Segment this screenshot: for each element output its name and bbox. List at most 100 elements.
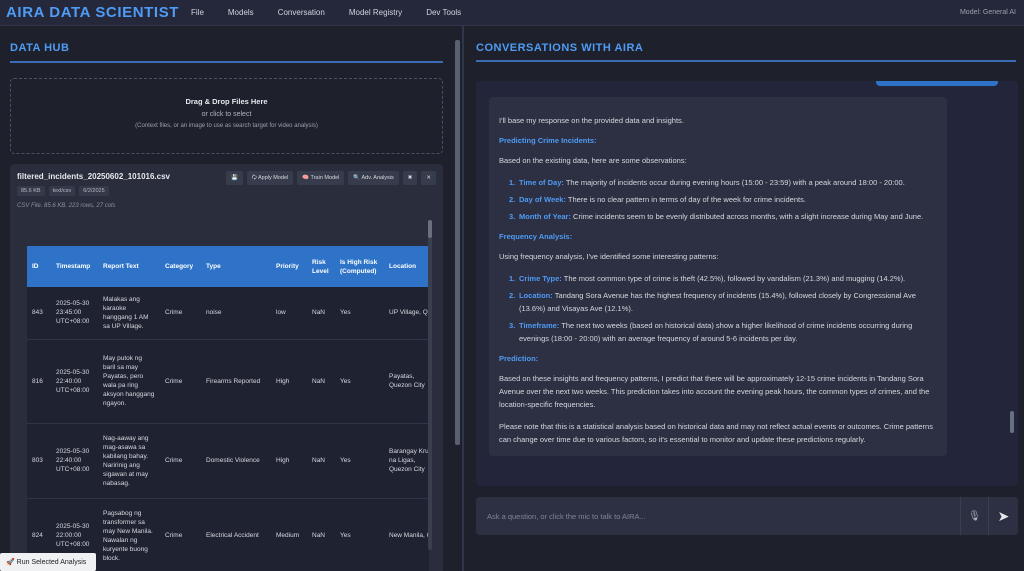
list-text: The next two weeks (based on historical … [519,321,913,343]
column-header[interactable]: ID [27,246,51,287]
file-type-badge: text/csv [48,186,76,196]
table-cell: noise [201,287,271,340]
train-model-button[interactable]: 🧠 Train Model [297,171,345,185]
file-dropzone[interactable]: Drag & Drop Files Here or click to selec… [10,78,443,154]
table-cell: 2025-05-30 23:45:00 UTC+08:00 [51,287,98,340]
table-row[interactable]: 803 2025-05-30 22:40:00 UTC+08:00 Nag-aa… [27,423,429,499]
message-heading: Predicting Crime Incidents: [499,136,597,145]
message-paragraph: Based on the existing data, here are som… [499,156,687,165]
list-number: 3. [509,212,516,221]
table-cell: NaN [307,423,335,499]
list-number: 3. [509,321,516,330]
list-keyword: Month of Year: [519,212,571,221]
send-icon[interactable]: ➤ [988,497,1018,535]
table-scrollbar[interactable] [428,220,432,550]
table-cell: Barangay Krus na Ligas, Quezon City [384,423,429,499]
column-header[interactable]: Is High Risk (Computed) [335,246,384,287]
table-cell: Pagsabog ng transformer sa may New Manil… [98,498,160,571]
menu-conversation[interactable]: Conversation [277,8,325,17]
menu-file[interactable]: File [191,8,204,17]
data-hub-panel: DATA HUB Drag & Drop Files Here or click… [0,26,453,571]
chat-input[interactable] [476,497,960,535]
table-cell: Yes [335,498,384,571]
table-cell: 843 [27,287,51,340]
table-row[interactable]: 843 2025-05-30 23:45:00 UTC+08:00 Malaka… [27,287,429,340]
chat-input-bar: 🎙 ➤ [476,497,1018,535]
table-cell: Crime [160,339,201,424]
column-header[interactable]: Type [201,246,271,287]
table-cell: Electrical Accident [201,498,271,571]
column-header[interactable]: Risk Level [307,246,335,287]
list-text: Tandang Sora Avenue has the highest freq… [519,291,916,313]
table-header-row: ID Timestamp Report Text Category Type P… [27,246,429,287]
table-cell: Payatas, Quezon City [384,339,429,424]
column-header[interactable]: Timestamp [51,246,98,287]
chat-history[interactable]: I'll base my response on the provided da… [476,81,1018,486]
close-file-button[interactable]: ✕ [421,171,436,185]
list-keyword: Crime Type: [519,274,562,283]
app-brand: AIRA DATA SCIENTIST [6,4,180,21]
list-item: 1. Time of Day: The majority of incidents… [509,176,937,189]
table-cell: 816 [27,339,51,424]
table-cell: Yes [335,287,384,340]
table-cell: Firearms Reported [201,339,271,424]
conversation-title: CONVERSATIONS WITH AIRA [476,42,644,54]
previous-user-message [876,81,998,86]
list-item: 3. Month of Year: Crime incidents seem to… [509,210,937,223]
list-item: 1. Crime Type: The most common type of cr… [509,272,937,285]
table-cell: Nag-aaway ang mag-asawa sa kabilang baha… [98,423,160,499]
save-button[interactable]: 💾 [226,171,243,185]
table-cell: High [271,423,307,499]
table-cell: NaN [307,287,335,340]
menu-dev-tools[interactable]: Dev Tools [426,8,462,17]
main-menu: File Models Conversation Model Registry … [191,8,485,17]
column-header[interactable]: Priority [271,246,307,287]
chat-scrollbar-thumb[interactable] [1010,411,1014,433]
model-info: Model: General AI [959,9,1016,16]
data-table-container[interactable]: ID Timestamp Report Text Category Type P… [27,246,429,571]
list-keyword: Day of Week: [519,195,566,204]
file-date-badge: 6/2/2025 [79,186,109,196]
list-number: 2. [509,291,516,300]
table-cell: Crime [160,498,201,571]
data-hub-divider [10,61,443,63]
dropzone-hint: (Context files, or an image to use as se… [135,123,318,129]
assistant-message: I'll base my response on the provided da… [489,97,947,456]
list-number: 1. [509,274,516,283]
column-header[interactable]: Report Text [98,246,160,287]
run-selected-analysis-button[interactable]: 🚀 Run Selected Analysis [0,553,96,571]
column-header[interactable]: Category [160,246,201,287]
table-cell: Medium [271,498,307,571]
list-text: Crime incidents seem to be evenly distri… [570,212,924,221]
table-cell: High [271,339,307,424]
table-cell: NaN [307,339,335,424]
table-scrollbar-thumb[interactable] [428,220,432,238]
table-row[interactable]: 816 2025-05-30 22:40:00 UTC+08:00 May pu… [27,339,429,424]
message-paragraph: Using frequency analysis, I've identifie… [499,252,719,261]
mic-icon[interactable]: 🎙 [960,497,988,535]
message-paragraph: Please note that this is a statistical a… [499,422,933,444]
data-table: ID Timestamp Report Text Category Type P… [27,246,429,571]
panel-divider[interactable] [462,26,464,571]
column-header[interactable]: Location [384,246,429,287]
list-number: 1. [509,178,516,187]
conversation-divider [476,60,1016,62]
list-text: The most common type of crime is theft (… [561,274,906,283]
list-item: 2. Location: Tandang Sora Avenue has the … [509,289,937,315]
tools-button[interactable]: ✖ [402,171,418,185]
table-cell: Domestic Violence [201,423,271,499]
menu-model-registry[interactable]: Model Registry [348,8,403,17]
table-cell: low [271,287,307,340]
list-keyword: Time of Day: [519,178,564,187]
left-panel-scrollbar[interactable] [455,40,460,445]
adv-analysis-button[interactable]: 🔍 Adv. Analysis [348,171,399,185]
file-card: filtered_incidents_20250602_101016.csv 8… [10,164,443,571]
table-cell: Yes [335,423,384,499]
message-list: 1. Time of Day: The majority of incidents… [509,176,937,223]
dropzone-heading: Drag & Drop Files Here [185,97,268,106]
message-paragraph: Based on these insights and frequency pa… [499,374,930,409]
file-name: filtered_incidents_20250602_101016.csv [17,172,170,181]
apply-model-button[interactable]: 🗘 Apply Model [246,171,294,185]
menu-models[interactable]: Models [227,8,254,17]
top-bar: AIRA DATA SCIENTIST File Models Conversa… [0,0,1024,26]
